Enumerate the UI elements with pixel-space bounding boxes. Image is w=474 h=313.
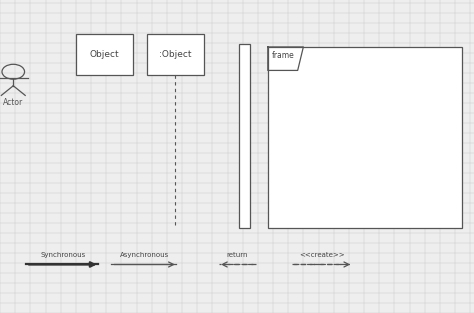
Bar bbox=[268, 47, 462, 228]
Bar bbox=[239, 44, 250, 228]
Text: return: return bbox=[226, 252, 248, 258]
Text: <<create>>: <<create>> bbox=[300, 252, 345, 258]
Text: :Object: :Object bbox=[159, 50, 191, 59]
Text: Object: Object bbox=[90, 50, 119, 59]
Bar bbox=[76, 34, 133, 75]
Text: Actor: Actor bbox=[3, 98, 23, 107]
Text: frame: frame bbox=[272, 51, 294, 60]
Text: Synchronous: Synchronous bbox=[40, 252, 85, 258]
Bar bbox=[147, 34, 204, 75]
Text: Asynchronous: Asynchronous bbox=[120, 252, 169, 258]
